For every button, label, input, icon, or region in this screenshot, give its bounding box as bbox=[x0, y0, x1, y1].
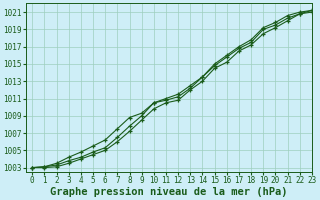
X-axis label: Graphe pression niveau de la mer (hPa): Graphe pression niveau de la mer (hPa) bbox=[50, 186, 288, 197]
